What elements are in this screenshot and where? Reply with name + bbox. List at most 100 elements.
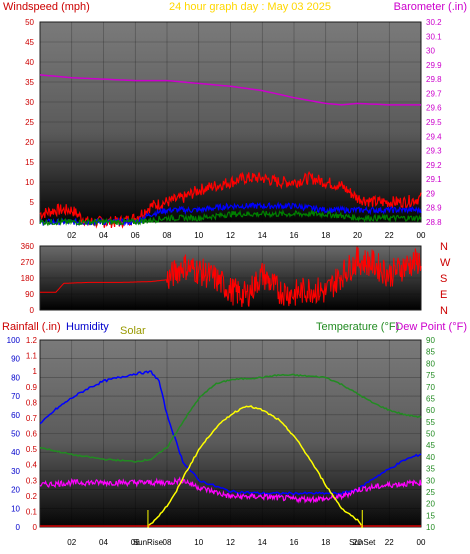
x-tick-label: 12: [226, 538, 235, 547]
direction-tick-label: 180: [21, 274, 35, 283]
x-tick-label: 02: [67, 538, 76, 547]
x-tick-label: 10: [194, 538, 203, 547]
y-right-tick-label: 30: [426, 47, 435, 56]
rain-tick-label: 0.7: [26, 414, 38, 423]
humidity-tick-label: 10: [11, 504, 20, 513]
direction-tick-label: 270: [21, 258, 35, 267]
y-left-tick-label: 45: [25, 38, 34, 47]
x-tick-label: 00: [417, 538, 426, 547]
y-right-tick-label: 28.8: [426, 218, 442, 227]
y-left-tick-label: 40: [25, 58, 34, 67]
compass-n-top: N: [440, 241, 448, 253]
temperature-tick-label: 35: [426, 465, 435, 474]
y-left-tick-label: 10: [25, 178, 34, 187]
direction-tick-label: 90: [25, 290, 34, 299]
x-tick-label: 00: [417, 231, 426, 240]
rain-tick-label: 1.1: [26, 352, 38, 361]
humidity-label: Humidity: [66, 321, 109, 333]
y-right-tick-label: 30.2: [426, 18, 442, 27]
temperature-tick-label: 80: [426, 359, 435, 368]
rain-tick-label: 0.8: [26, 398, 38, 407]
rain-tick-label: 0.6: [26, 430, 38, 439]
rainfall-label: Rainfall (.in): [2, 321, 61, 333]
x-tick-label: 02: [67, 231, 76, 240]
x-tick-label: 22: [385, 538, 394, 547]
rain-tick-label: 0.4: [26, 461, 38, 470]
x-tick-label: 14: [258, 231, 267, 240]
x-tick-label: 06: [131, 538, 140, 547]
solar-label: Solar: [120, 325, 146, 337]
sunrise-label: SunRise: [133, 538, 164, 547]
x-tick-label: 18: [321, 231, 330, 240]
humidity-tick-label: 0: [16, 523, 21, 532]
solar-line: [147, 405, 363, 529]
temperature-tick-label: 65: [426, 394, 435, 403]
temperature-tick-label: 10: [426, 523, 435, 532]
y-right-tick-label: 29.2: [426, 161, 442, 170]
temperature-tick-label: 40: [426, 453, 435, 462]
temperature-tick-label: 85: [426, 348, 435, 357]
rain-tick-label: 0.1: [26, 507, 38, 516]
y-right-tick-label: 29.9: [426, 61, 442, 70]
x-tick-label: 22: [385, 231, 394, 240]
y-right-tick-label: 29.7: [426, 89, 442, 98]
chart-title: 24 hour graph day : May 03 2025: [169, 1, 331, 13]
humidity-tick-label: 90: [11, 355, 20, 364]
wind-label: Windspeed (mph): [3, 1, 90, 13]
x-tick-label: 16: [290, 538, 299, 547]
rain-tick-label: 0: [33, 523, 38, 532]
x-tick-label: 16: [290, 231, 299, 240]
temperature-tick-label: 50: [426, 430, 435, 439]
temperature-humidity-plot: 010203040506070809010000.10.20.30.40.50.…: [7, 336, 436, 547]
y-left-tick-label: 20: [25, 138, 34, 147]
y-left-tick-label: 5: [30, 198, 35, 207]
y-right-tick-label: 28.9: [426, 204, 442, 213]
temperature-tick-label: 60: [426, 406, 435, 415]
y-right-tick-label: 29.8: [426, 75, 442, 84]
temperature-tick-label: 25: [426, 488, 435, 497]
wind-low-line: [39, 208, 422, 227]
y-left-tick-label: 35: [25, 78, 34, 87]
humidity-tick-label: 20: [11, 486, 20, 495]
humidity-tick-label: 100: [7, 336, 21, 345]
temperature-tick-label: 90: [426, 336, 435, 345]
x-tick-label: 10: [194, 231, 203, 240]
temperature-tick-label: 70: [426, 383, 435, 392]
compass-e: E: [440, 289, 447, 301]
compass-w: W: [440, 257, 451, 269]
y-left-tick-label: 30: [25, 98, 34, 107]
humidity-tick-label: 80: [11, 373, 20, 382]
y-right-tick-label: 29.3: [426, 147, 442, 156]
humidity-tick-label: 30: [11, 467, 20, 476]
y-left-tick-label: 0: [30, 218, 35, 227]
x-tick-label: 06: [131, 231, 140, 240]
y-right-tick-label: 30.1: [426, 32, 442, 41]
temperature-tick-label: 55: [426, 418, 435, 427]
temperature-panel-bg: [39, 339, 422, 528]
compass-n-bottom: N: [440, 305, 448, 317]
temperature-line: [39, 373, 422, 463]
y-right-tick-label: 29.4: [426, 132, 442, 141]
x-tick-label: 20: [353, 538, 362, 547]
rain-tick-label: 0.2: [26, 492, 38, 501]
rain-tick-label: 1: [33, 367, 38, 376]
temperature-tick-label: 15: [426, 511, 435, 520]
dewpoint-label: Dew Point (°F): [395, 321, 467, 333]
direction-tick-label: 0: [30, 306, 35, 315]
rain-tick-label: 0.3: [26, 476, 38, 485]
y-left-tick-label: 50: [25, 18, 34, 27]
barometer-label: Barometer (.in): [394, 1, 467, 13]
y-right-tick-label: 29.5: [426, 118, 442, 127]
x-tick-label: 14: [258, 538, 267, 547]
x-tick-label: 20: [353, 231, 362, 240]
wind-direction-line: [40, 246, 422, 307]
y-right-tick-label: 29.6: [426, 104, 442, 113]
y-left-tick-label: 15: [25, 158, 34, 167]
x-tick-label: 08: [163, 538, 172, 547]
humidity-tick-label: 50: [11, 430, 20, 439]
compass-s: S: [440, 273, 447, 285]
wind-panel-bg: [39, 21, 422, 223]
rain-tick-label: 1.2: [26, 336, 38, 345]
x-tick-label: 08: [163, 231, 172, 240]
